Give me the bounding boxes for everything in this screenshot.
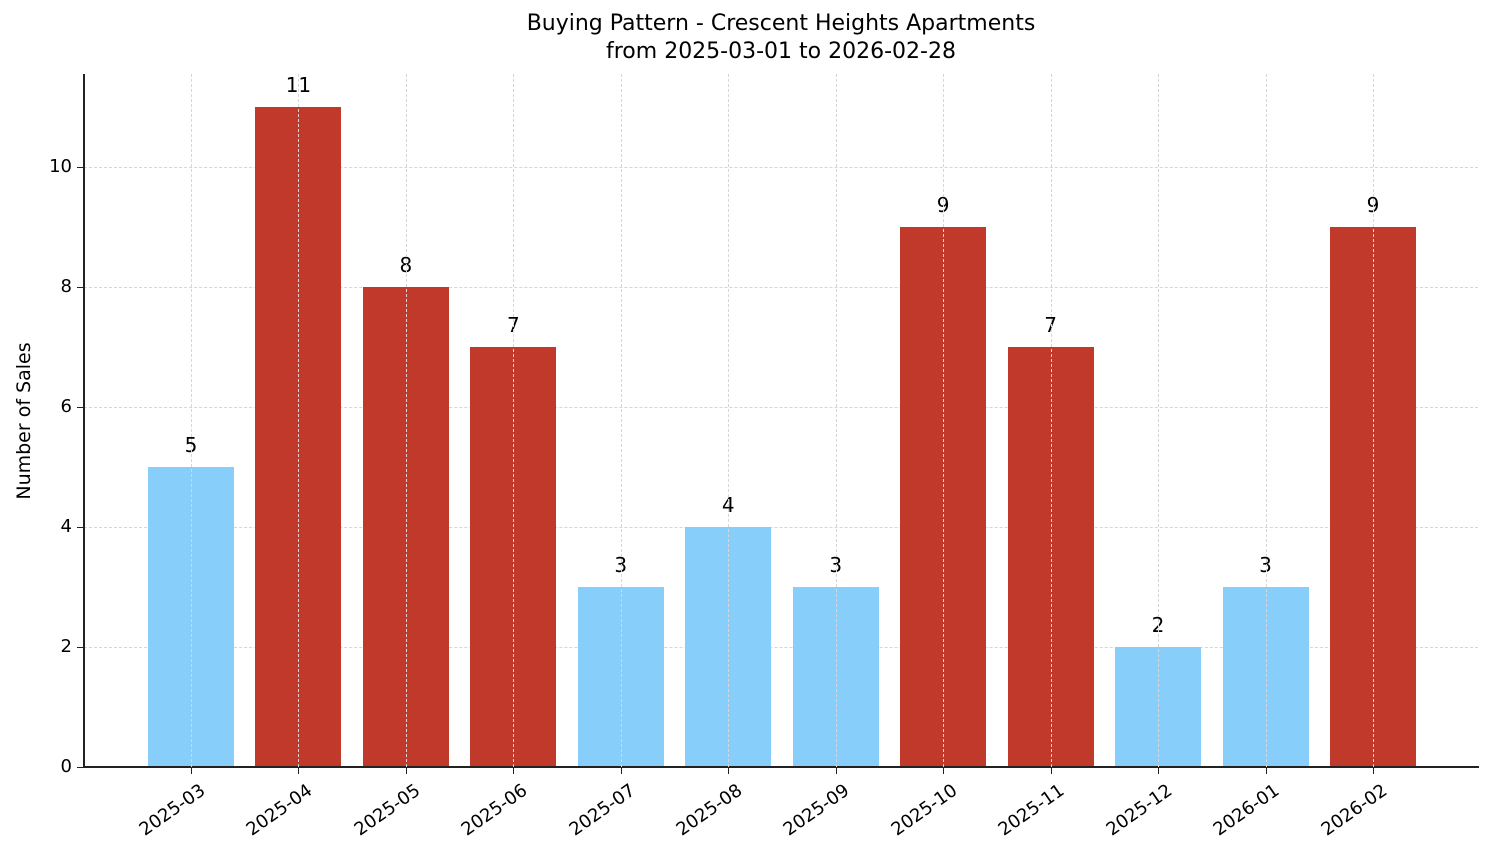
x-tick-label: 2025-04 — [242, 780, 317, 841]
x-tick-mark — [1158, 768, 1160, 774]
bar-value-label: 2 — [1151, 613, 1165, 637]
bar-value-label: 4 — [721, 493, 735, 517]
v-gridline — [620, 74, 622, 767]
h-gridline — [84, 527, 1478, 528]
x-axis-line — [83, 766, 1479, 768]
y-tick-mark — [77, 527, 83, 528]
bar-value-label: 8 — [399, 253, 413, 277]
v-gridline — [298, 74, 300, 767]
y-tick-label: 4 — [60, 516, 72, 537]
v-gridline — [1265, 74, 1267, 767]
x-tick-mark — [1372, 768, 1374, 774]
y-axis-line — [83, 74, 85, 768]
v-gridline — [405, 74, 407, 767]
x-tick-mark — [405, 768, 407, 774]
x-tick-mark — [298, 768, 300, 774]
bar-value-label: 3 — [829, 553, 843, 577]
x-tick-label: 2026-02 — [1317, 780, 1391, 841]
x-tick-label: 2025-12 — [1102, 780, 1177, 841]
v-gridline — [513, 74, 515, 767]
h-gridline — [84, 287, 1478, 288]
x-tick-mark — [191, 768, 192, 774]
x-tick-mark — [1265, 768, 1267, 774]
bar-value-label: 3 — [1259, 553, 1272, 577]
chart-subtitle: from 2025-03-01 to 2026-02-28 — [606, 39, 956, 64]
v-gridline — [1050, 74, 1052, 767]
v-gridline — [835, 74, 837, 767]
x-tick-label: 2025-09 — [780, 780, 854, 841]
y-tick-label: 10 — [49, 156, 72, 177]
y-tick-mark — [77, 167, 83, 168]
bar-value-label: 3 — [614, 553, 628, 577]
x-tick-mark — [1050, 768, 1052, 774]
chart-title-line1: Buying Pattern - Crescent Heights Apartm… — [526, 11, 1036, 36]
bar-value-label: 7 — [506, 313, 520, 337]
x-tick-label: 2025-06 — [457, 780, 532, 841]
x-tick-label: 2025-05 — [350, 780, 424, 841]
x-tick-mark — [620, 768, 622, 774]
v-gridline — [191, 74, 192, 767]
y-tick-mark — [77, 287, 83, 288]
plot-area: 5 11 8 7 3 4 3 9 7 2 3 9 — [84, 73, 1478, 767]
h-gridline — [84, 647, 1478, 648]
x-tick-mark — [943, 768, 945, 774]
x-tick-label: 2025-03 — [135, 780, 210, 841]
x-tick-mark — [728, 768, 730, 774]
bar-value-label: 9 — [936, 193, 950, 217]
v-gridline — [943, 74, 945, 767]
bar-value-label: 5 — [184, 433, 198, 457]
x-tick-label: 2025-11 — [994, 780, 1069, 841]
x-tick-mark — [513, 768, 515, 774]
x-tick-label: 2025-08 — [672, 780, 747, 841]
bar-value-label: 7 — [1044, 313, 1057, 337]
y-tick-label: 6 — [60, 396, 72, 417]
v-gridline — [1158, 74, 1160, 767]
y-tick-mark — [77, 407, 83, 408]
y-tick-mark — [77, 767, 83, 768]
y-tick-label: 2 — [60, 636, 72, 657]
y-tick-mark — [77, 647, 83, 648]
y-tick-label: 0 — [60, 756, 72, 777]
x-tick-mark — [835, 768, 837, 774]
chart-title: Buying Pattern - Crescent Heights Apartm… — [0, 10, 1494, 66]
x-tick-label: 2025-10 — [887, 780, 962, 841]
h-gridline — [84, 407, 1478, 408]
bar-value-label: 11 — [285, 73, 312, 97]
v-gridline — [1372, 74, 1374, 767]
y-tick-label: 8 — [60, 276, 72, 297]
h-gridline — [84, 167, 1478, 168]
v-gridline — [728, 74, 730, 767]
x-tick-label: 2026-01 — [1209, 780, 1284, 841]
bar-value-label: 9 — [1366, 193, 1380, 217]
y-axis-label: Number of Sales — [13, 342, 35, 500]
x-tick-label: 2025-07 — [565, 780, 639, 841]
